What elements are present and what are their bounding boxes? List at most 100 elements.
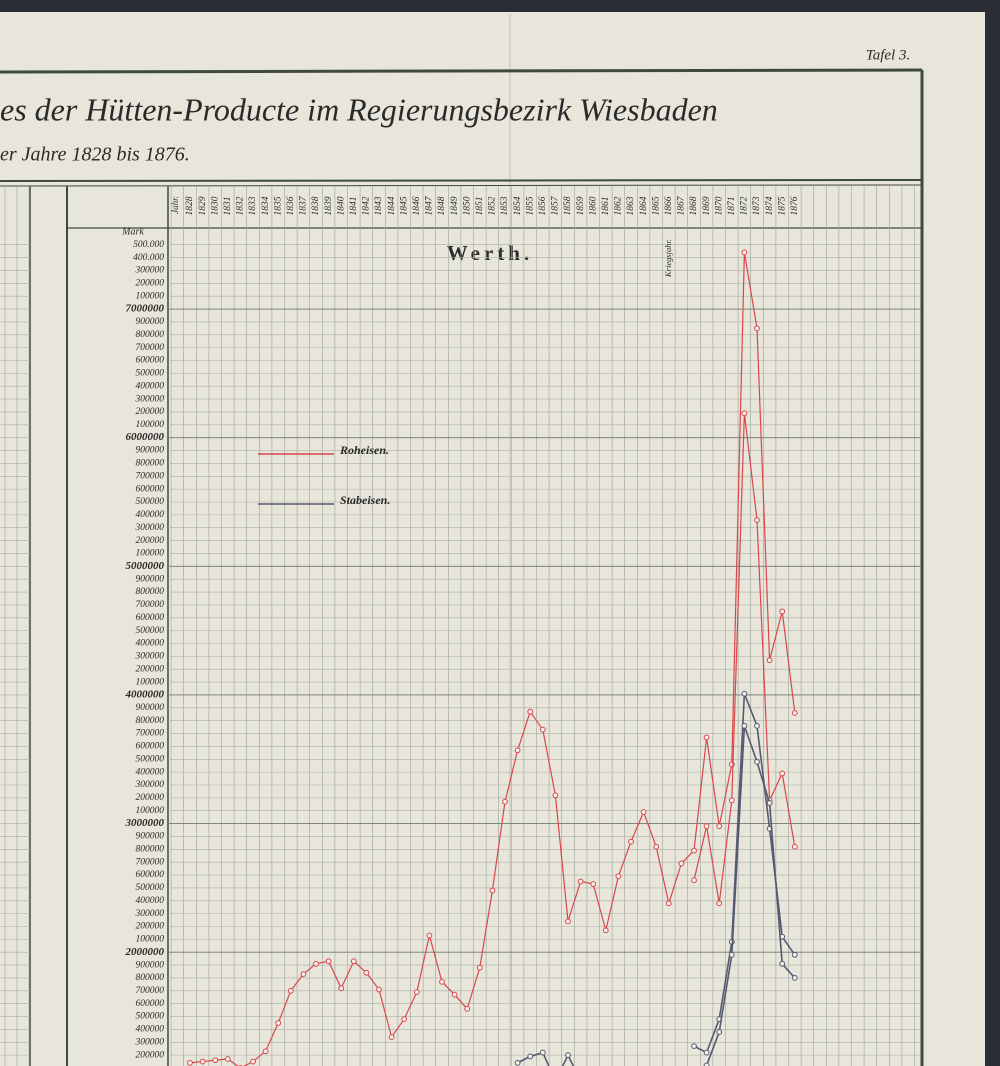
x-tick-label: 1847 (425, 195, 435, 215)
y-tick-label: 200000 (136, 536, 165, 546)
y-tick-label: 700000 (136, 986, 165, 996)
chart-title: es der Hütten-Producte im Regierungsbezi… (0, 91, 718, 127)
data-point (791, 843, 798, 850)
x-tick-label: 1863 (626, 196, 636, 215)
data-point (577, 878, 584, 885)
x-tick-label: 1835 (273, 196, 283, 215)
data-point (527, 1053, 534, 1060)
x-tick-label: 1833 (248, 196, 258, 215)
x-tick-label: 1836 (286, 196, 296, 215)
data-point (791, 710, 798, 716)
data-point (703, 1062, 710, 1066)
data-point (754, 758, 760, 765)
y-tick-label: 300000 (135, 1037, 165, 1047)
y-tick-label: 800000 (136, 716, 165, 726)
y-tick-label: 500.000 (133, 240, 164, 250)
data-point (413, 989, 420, 996)
y-tick-label: 400000 (136, 510, 165, 520)
data-point (539, 726, 546, 733)
data-point (489, 887, 496, 894)
data-point (250, 1058, 256, 1065)
data-point (791, 975, 798, 981)
y-tick-label: 200000 (136, 1050, 165, 1060)
data-point (602, 927, 609, 934)
data-point (388, 1034, 395, 1041)
y-tick-label: 500000 (136, 754, 165, 764)
x-tick-label: 1848 (437, 196, 447, 215)
data-point (716, 823, 723, 830)
y-tick-label: 3000000 (125, 817, 165, 829)
x-tick-label: 1843 (374, 196, 384, 215)
y-tick-label: 200000 (136, 407, 165, 417)
y-tick-label: 800000 (136, 973, 165, 983)
y-tick-label: 600000 (136, 613, 165, 623)
y-tick-label: 800000 (136, 459, 165, 469)
chart-subtitle: er Jahre 1828 bis 1876. (0, 144, 190, 166)
data-point (640, 809, 647, 815)
data-point (741, 690, 748, 697)
y-tick-label: 100000 (136, 549, 165, 559)
y-tick-label: 5000000 (126, 560, 165, 572)
y-tick-label: 400000 (136, 767, 165, 777)
y-tick-label: 600000 (136, 356, 165, 366)
y-tick-label: 700000 (136, 471, 165, 481)
data-point (728, 951, 735, 958)
y-tick-label: 100000 (136, 677, 165, 687)
x-tick-label: 1860 (588, 196, 598, 215)
x-tick-label: 1851 (475, 197, 485, 216)
y-tick-label: 500000 (136, 497, 165, 507)
y-tick-label: 800000 (136, 330, 165, 340)
x-tick-label: 1858 (563, 196, 573, 215)
y-tick-label: 2000000 (125, 946, 165, 958)
x-tick-label: 1854 (513, 196, 523, 215)
y-tick-label: 900000 (136, 703, 165, 713)
data-point (766, 800, 773, 806)
y-tick-label: 700000 (136, 600, 165, 610)
data-point (350, 958, 357, 965)
y-tick-label: 600000 (136, 484, 165, 494)
data-point (691, 1043, 697, 1050)
x-tick-label: 1856 (538, 196, 548, 215)
y-tick-label: 900000 (136, 960, 165, 970)
data-point (791, 951, 798, 958)
y-tick-label: 600000 (136, 999, 165, 1009)
data-point (615, 873, 622, 880)
x-header: Jahr. (170, 196, 180, 214)
data-point (565, 1052, 571, 1059)
x-tick-label: 1875 (777, 196, 787, 215)
y-tick-label: 300000 (135, 780, 165, 790)
y-tick-label: 500000 (136, 369, 165, 379)
data-point (325, 958, 332, 965)
x-tick-label: 1852 (488, 196, 498, 215)
series-line (705, 725, 796, 1066)
y-tick-label: 500000 (136, 1012, 165, 1022)
x-tick-label: 1870 (714, 196, 724, 215)
data-point (514, 747, 521, 754)
data-point (262, 1048, 269, 1055)
x-tick-label: 1839 (324, 196, 334, 215)
data-point (502, 798, 508, 805)
y-tick-label: 100000 (136, 935, 165, 945)
heading: Werth. (447, 241, 533, 265)
data-point (703, 734, 710, 741)
y-tick-label: 600000 (136, 742, 165, 752)
plate-label: Tafel 3. (866, 47, 910, 63)
data-point (187, 1059, 193, 1066)
data-point (514, 1059, 521, 1066)
data-point (539, 1049, 546, 1056)
y-tick-label: 500000 (136, 626, 165, 636)
x-tick-label: 1849 (450, 196, 460, 215)
x-tick-label: 1844 (387, 196, 397, 215)
data-point (653, 843, 660, 850)
data-point (741, 249, 748, 256)
data-point (754, 722, 760, 729)
x-tick-label: 1850 (462, 196, 472, 215)
y-tick-label: 400000 (136, 381, 165, 391)
y-tick-label: 200000 (136, 279, 165, 289)
x-tick-label: 1830 (210, 196, 220, 215)
data-point (426, 932, 433, 939)
x-tick-label: 1832 (236, 196, 246, 215)
x-tick-label: 1865 (651, 196, 661, 215)
y-tick-label: 100000 (136, 420, 165, 430)
